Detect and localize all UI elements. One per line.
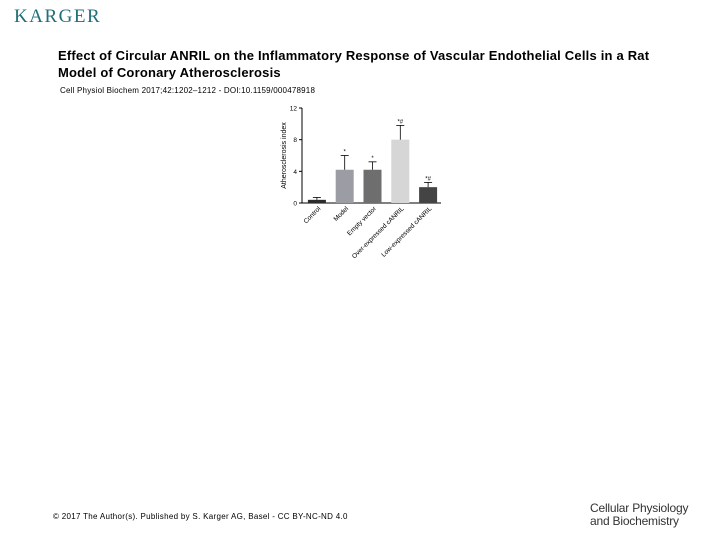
chart-svg: 0 4 8 12 Atherosclerosis index Control * Model *…: [281, 106, 441, 260]
bar: [335, 169, 354, 203]
slide-title: Effect of Circular ANRIL on the Inflamma…: [58, 48, 650, 80]
y-tick-label: 0: [293, 201, 297, 208]
x-tick-label: Over-expressed cANRIL: [351, 205, 406, 260]
publisher-logo: KARGER: [14, 6, 102, 27]
journal-logo-line2: and Biochemistry: [590, 514, 679, 528]
x-tick-label: Low-expressed cANRIL: [380, 205, 434, 259]
copyright-notice: © 2017 The Author(s). Published by S. Ka…: [53, 512, 348, 521]
x-tick-label: Control: [303, 205, 323, 225]
x-tick-label: Model: [333, 205, 351, 223]
y-tick-label: 8: [293, 137, 297, 144]
journal-logo-line1: Cellular Physiology: [590, 501, 689, 515]
bar: [363, 169, 382, 203]
bar: [307, 199, 326, 203]
bar: [419, 187, 438, 203]
y-tick-label: 12: [290, 106, 298, 113]
y-axis-title: Atherosclerosis index: [281, 122, 288, 189]
significance-label: *#: [425, 176, 431, 182]
bar: [391, 139, 410, 203]
significance-label: *: [371, 156, 374, 162]
journal-logo: Cellular Physiology and Biochemistry: [590, 502, 688, 528]
significance-label: *#: [397, 119, 403, 125]
significance-label: *: [344, 150, 347, 156]
y-tick-label: 4: [293, 169, 297, 176]
bar-chart: 0 4 8 12 Atherosclerosis index Control * Model *…: [270, 100, 450, 275]
citation: Cell Physiol Biochem 2017;42:1202–1212 -…: [60, 86, 316, 95]
